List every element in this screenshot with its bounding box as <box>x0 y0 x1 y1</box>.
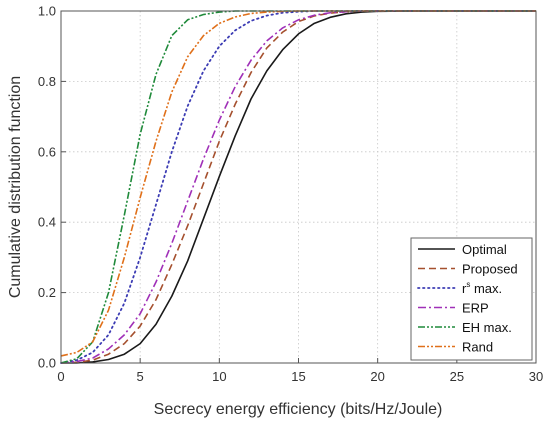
x-tick-label: 20 <box>370 369 384 384</box>
y-tick-label: 0.0 <box>38 356 56 371</box>
legend-label-rand: Rand <box>462 340 493 355</box>
legend-label-erp: ERP <box>462 301 489 316</box>
x-tick-label: 25 <box>450 369 464 384</box>
y-axis-label: Cumulative distribution function <box>7 76 24 298</box>
legend-box <box>410 237 533 361</box>
x-tick-label: 15 <box>291 369 305 384</box>
legend-label-rs-tail: max. <box>470 281 502 296</box>
y-tick-label: 0.6 <box>38 144 56 159</box>
legend-label-proposed: Proposed <box>462 262 518 277</box>
legend: Optimal Proposed rs max. ERP EH max. Ran… <box>410 237 533 361</box>
y-tick-label: 1.0 <box>38 4 56 19</box>
legend-label-rs-sup: s <box>466 280 470 289</box>
legend-label-rs-base: r <box>462 281 467 296</box>
x-axis-label: Secrecy energy efficiency (bits/Hz/Joule… <box>154 401 443 418</box>
y-tick-label: 0.4 <box>38 215 56 230</box>
y-tick-label: 0.8 <box>38 74 56 89</box>
x-tick-label: 5 <box>137 369 144 384</box>
series-line-eh-max <box>60 10 536 364</box>
series-line-erp <box>60 10 536 364</box>
series-line-rand <box>60 10 536 357</box>
x-tick-label: 0 <box>57 369 64 384</box>
series-line-optimal <box>61 10 536 364</box>
axis-ticks: 0 5 10 15 20 25 30 0.0 0.2 0.4 0.6 0.8 1.0 <box>38 4 543 385</box>
x-tick-label: 30 <box>529 369 543 384</box>
legend-label-rs-max: rs max. <box>462 280 502 296</box>
x-tick-label: 10 <box>212 369 226 384</box>
legend-label-optimal: Optimal <box>462 242 507 257</box>
y-tick-label: 0.2 <box>38 285 56 300</box>
legend-label-eh-max: EH max. <box>462 320 512 335</box>
